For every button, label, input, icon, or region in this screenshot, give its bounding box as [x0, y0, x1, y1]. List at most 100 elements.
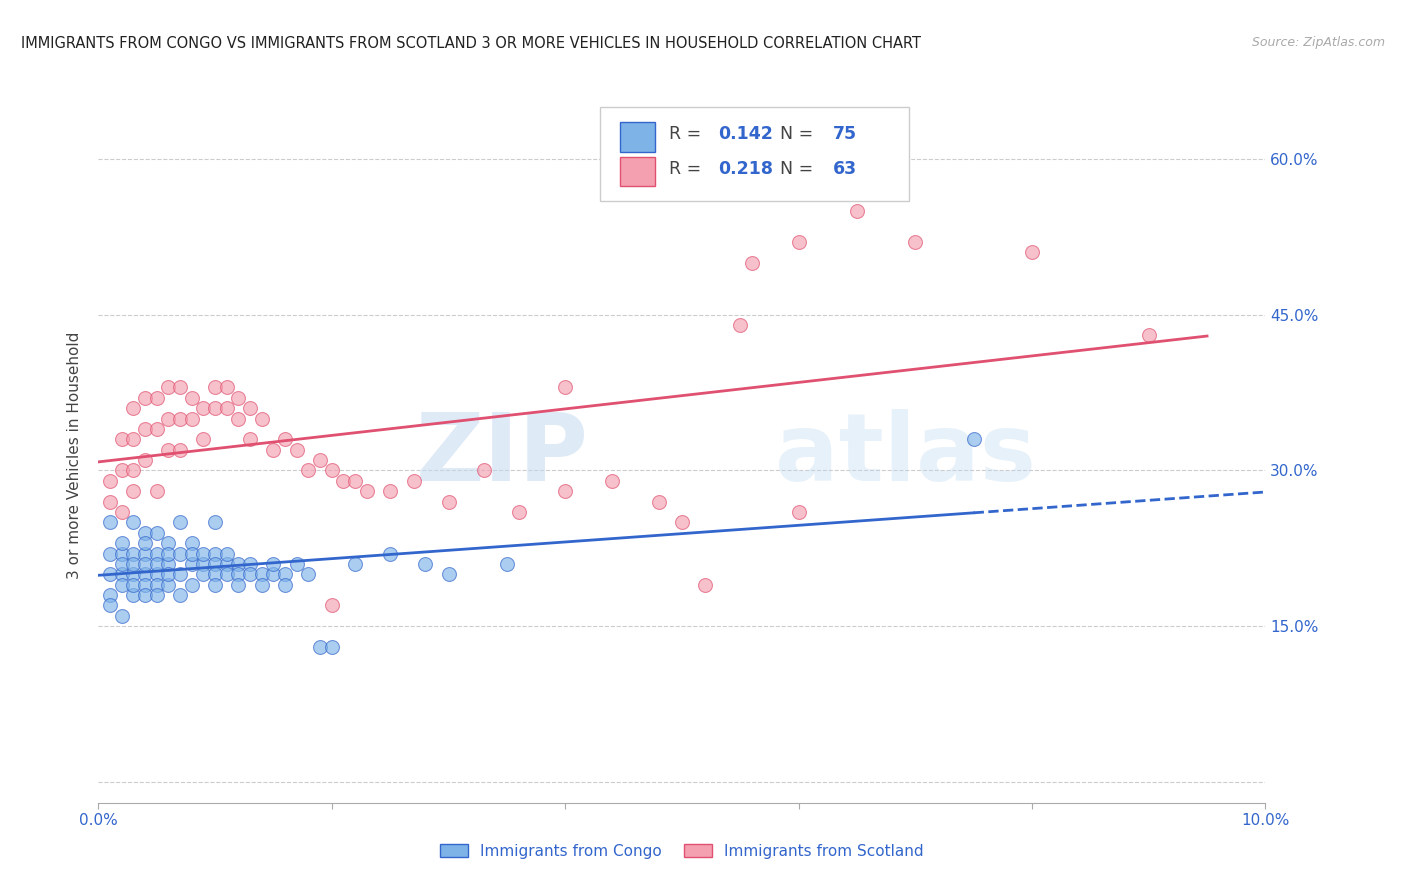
Point [98, 516, 121, 530]
Point [111, 608, 134, 623]
Point [122, 484, 145, 499]
Point [146, 525, 169, 540]
Point [146, 557, 169, 571]
Point [904, 235, 927, 249]
Point [402, 474, 425, 488]
Point [98, 474, 121, 488]
Point [228, 411, 250, 425]
Point [274, 433, 297, 447]
Point [554, 380, 576, 394]
Point [122, 578, 145, 592]
Point [157, 547, 180, 561]
Point [193, 401, 215, 416]
Point [215, 547, 238, 561]
Point [111, 547, 134, 561]
Text: IMMIGRANTS FROM CONGO VS IMMIGRANTS FROM SCOTLAND 3 OR MORE VEHICLES IN HOUSEHOL: IMMIGRANTS FROM CONGO VS IMMIGRANTS FROM… [21, 36, 921, 51]
Point [180, 578, 202, 592]
Point [157, 380, 180, 394]
Point [344, 474, 367, 488]
Point [472, 463, 495, 477]
Point [730, 318, 752, 332]
Point [250, 567, 273, 582]
Point [134, 588, 156, 602]
Point [157, 557, 180, 571]
Point [695, 578, 717, 592]
Legend: Immigrants from Congo, Immigrants from Scotland: Immigrants from Congo, Immigrants from S… [434, 838, 929, 864]
Point [215, 401, 238, 416]
Point [285, 557, 308, 571]
Point [250, 411, 273, 425]
Point [157, 411, 180, 425]
Point [671, 516, 693, 530]
Point [122, 516, 145, 530]
Point [274, 567, 297, 582]
Point [134, 567, 156, 582]
Point [508, 505, 530, 519]
Point [169, 380, 191, 394]
Point [787, 505, 810, 519]
Point [98, 494, 121, 508]
Point [134, 391, 156, 405]
Text: 63: 63 [832, 160, 856, 178]
Point [204, 578, 226, 592]
Point [146, 567, 169, 582]
Point [309, 453, 332, 467]
Point [169, 442, 191, 457]
Point [98, 599, 121, 613]
Point [437, 494, 460, 508]
Point [111, 578, 134, 592]
Point [180, 557, 202, 571]
Point [332, 474, 354, 488]
Point [111, 433, 134, 447]
FancyBboxPatch shape [620, 157, 655, 186]
Point [134, 422, 156, 436]
Text: R =: R = [669, 125, 707, 144]
Point [554, 484, 576, 499]
Point [228, 391, 250, 405]
Text: N =: N = [780, 125, 818, 144]
Point [204, 547, 226, 561]
Text: 75: 75 [832, 125, 856, 144]
Point [157, 578, 180, 592]
Point [215, 567, 238, 582]
Point [496, 557, 519, 571]
Text: Source: ZipAtlas.com: Source: ZipAtlas.com [1251, 36, 1385, 49]
Point [297, 463, 319, 477]
FancyBboxPatch shape [620, 122, 655, 152]
Point [215, 557, 238, 571]
Text: ZIP: ZIP [416, 409, 589, 501]
Point [228, 557, 250, 571]
Point [169, 516, 191, 530]
Point [146, 391, 169, 405]
Y-axis label: 3 or more Vehicles in Household: 3 or more Vehicles in Household [67, 331, 83, 579]
Point [380, 484, 402, 499]
Point [215, 380, 238, 394]
Point [111, 505, 134, 519]
Point [134, 547, 156, 561]
Point [344, 557, 367, 571]
FancyBboxPatch shape [600, 107, 910, 201]
Point [111, 567, 134, 582]
Point [134, 557, 156, 571]
Point [111, 463, 134, 477]
Point [122, 433, 145, 447]
Point [122, 567, 145, 582]
Point [239, 557, 262, 571]
Point [239, 433, 262, 447]
Text: R =: R = [669, 160, 707, 178]
Point [98, 567, 121, 582]
Point [250, 578, 273, 592]
Point [169, 547, 191, 561]
Point [146, 422, 169, 436]
Point [962, 433, 984, 447]
Point [122, 557, 145, 571]
Point [98, 547, 121, 561]
Point [169, 567, 191, 582]
Point [239, 401, 262, 416]
Point [157, 442, 180, 457]
Point [122, 547, 145, 561]
Point [180, 536, 202, 550]
Point [413, 557, 436, 571]
Point [134, 536, 156, 550]
Point [157, 536, 180, 550]
